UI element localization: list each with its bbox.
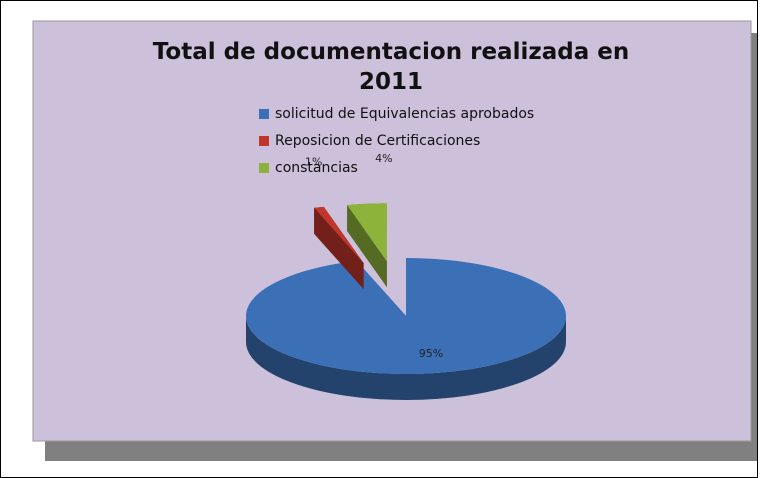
legend-swatch [259, 163, 269, 173]
data-label: 4% [375, 152, 392, 165]
legend-swatch [259, 136, 269, 146]
legend-label: solicitud de Equivalencias aprobados [275, 106, 534, 122]
slice [347, 203, 387, 288]
slice-top [314, 206, 364, 264]
legend-label: constancias [275, 160, 358, 176]
slice-top [347, 203, 387, 262]
data-label: 1% [305, 155, 322, 168]
slice-top [245, 258, 566, 375]
legend-label: Reposicion de Certificaciones [275, 133, 480, 149]
chart-title: Total de documentacion realizada en 2011 [152, 39, 630, 95]
slice [314, 206, 364, 290]
legend-swatch [259, 109, 269, 119]
data-label: 95% [419, 347, 443, 360]
slice-side [246, 316, 566, 400]
slice [245, 258, 566, 400]
